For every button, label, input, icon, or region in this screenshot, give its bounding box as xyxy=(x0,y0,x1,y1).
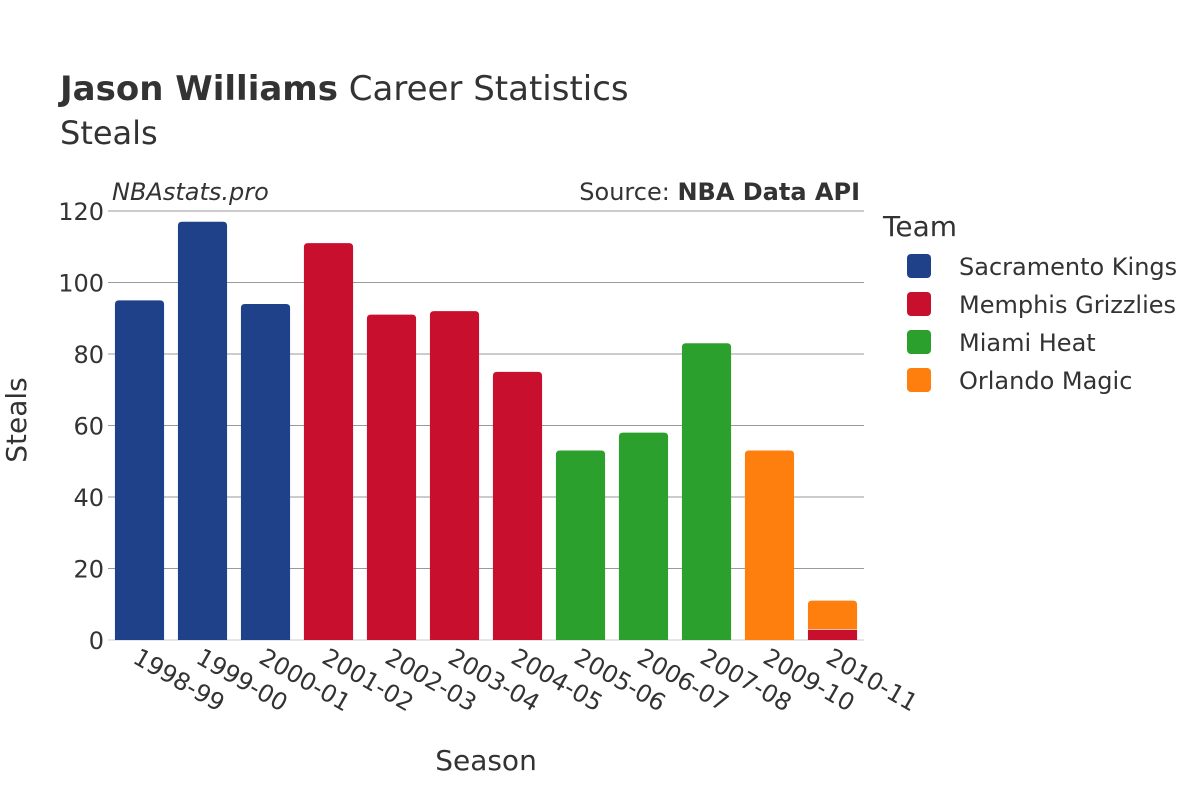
y-tick-label: 60 xyxy=(73,413,104,441)
bars xyxy=(114,221,858,641)
bar-2010-11-orlando-magic xyxy=(807,600,858,630)
legend-label: Sacramento Kings xyxy=(959,253,1177,281)
y-axis-title: Steals xyxy=(0,377,33,463)
source-name: NBA Data API xyxy=(677,178,860,206)
y-tick-label: 0 xyxy=(89,627,104,655)
y-tick-label: 100 xyxy=(58,270,104,298)
bar-2003-04-memphis-grizzlies xyxy=(429,311,480,640)
legend-swatch xyxy=(907,292,931,316)
chart-title-rest: Career Statistics xyxy=(338,69,629,109)
bar-1999-00-sacramento-kings xyxy=(177,221,228,640)
legend-label: Miami Heat xyxy=(959,329,1096,357)
bar-2001-02-memphis-grizzlies xyxy=(303,243,354,641)
bar-2007-08-miami-heat xyxy=(681,343,732,640)
legend: Sacramento Kings Memphis Grizzlies Miami H… xyxy=(907,253,1177,395)
bar-1998-99-sacramento-kings xyxy=(114,300,165,640)
y-tick-label: 80 xyxy=(73,341,104,369)
bar-2000-01-sacramento-kings xyxy=(240,303,291,640)
x-axis-ticks: 1998-991999-002000-012001-022002-032003-… xyxy=(129,643,923,717)
watermark: NBAstats.pro xyxy=(112,178,269,206)
bar-2006-07-miami-heat xyxy=(618,432,669,640)
chart-subtitle: Steals xyxy=(60,114,158,152)
y-tick-label: 20 xyxy=(73,556,104,584)
y-axis-ticks: 0 20 40 60 80 100 120 xyxy=(58,198,104,655)
legend-title: Team xyxy=(882,210,957,243)
y-tick-label: 120 xyxy=(58,198,104,226)
source-prefix: Source: xyxy=(579,178,677,206)
y-tick-label: 40 xyxy=(73,484,104,512)
bar-2010-11-memphis-grizzlies xyxy=(807,629,858,640)
bar-2009-10-orlando-magic xyxy=(744,450,795,640)
bar-2005-06-miami-heat xyxy=(555,450,606,640)
bar-2002-03-memphis-grizzlies xyxy=(366,314,417,640)
legend-label: Memphis Grizzlies xyxy=(959,291,1176,319)
legend-swatch xyxy=(907,330,931,354)
chart-title-bold: Jason Williams xyxy=(58,69,338,109)
legend-swatch xyxy=(907,254,931,278)
legend-label: Orlando Magic xyxy=(959,367,1132,395)
source-credit: Source: NBA Data API xyxy=(579,178,860,206)
gridlines xyxy=(108,210,864,641)
x-axis-title: Season xyxy=(435,744,537,777)
legend-swatch xyxy=(907,368,931,392)
bar-2004-05-memphis-grizzlies xyxy=(492,371,543,640)
chart-title: Jason Williams Career Statistics xyxy=(58,69,629,109)
